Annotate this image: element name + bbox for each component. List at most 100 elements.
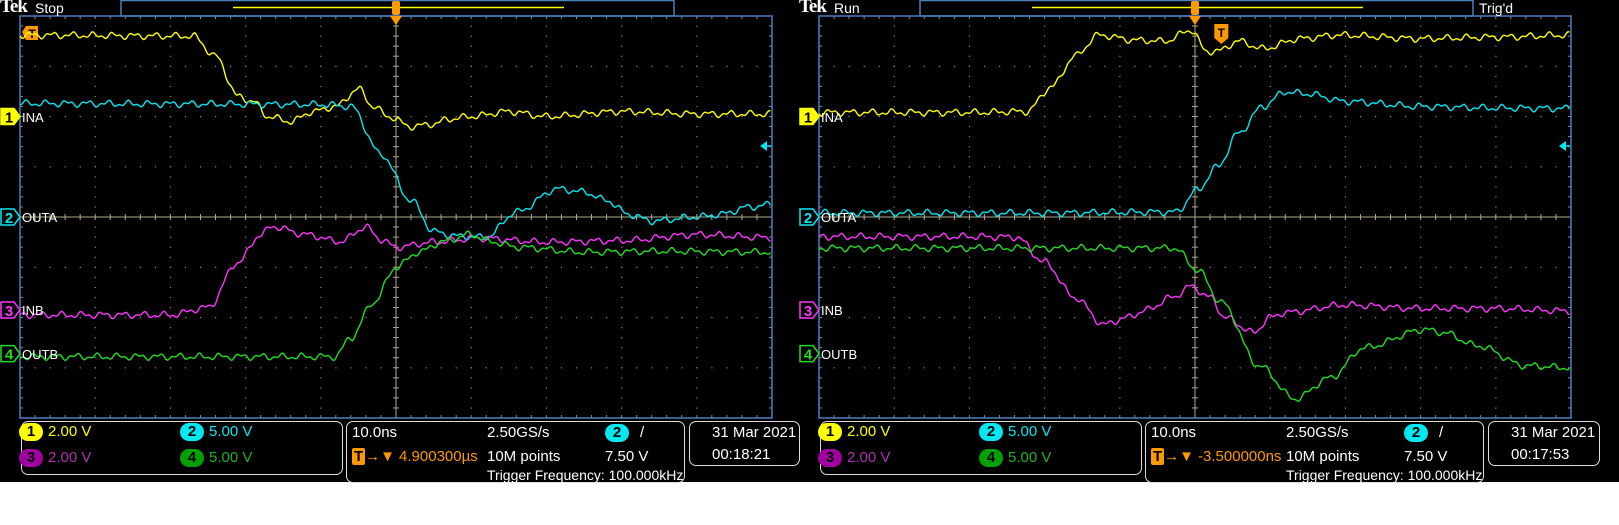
channel-2-ground-marker[interactable] — [799, 208, 820, 226]
grid-dot — [545, 397, 548, 399]
grid-dot — [64, 367, 66, 369]
grid-dot — [1269, 246, 1271, 248]
grid-dot — [953, 367, 956, 369]
grid-dot — [1104, 317, 1106, 319]
grid-dot — [320, 75, 322, 77]
grid-dot — [1119, 196, 1121, 198]
horizontal-trigger-panel[interactable] — [346, 421, 685, 483]
grid-dot — [320, 407, 322, 409]
channel-3-badge[interactable]: 3 — [818, 449, 842, 467]
grid-dot — [94, 35, 96, 37]
grid-dot — [560, 65, 563, 67]
grid-dot — [245, 176, 247, 178]
grid-dot — [893, 387, 895, 389]
grid-dot — [260, 367, 262, 369]
grid-dot — [455, 317, 457, 319]
grid-dot — [1029, 367, 1031, 369]
grid-dot — [245, 186, 247, 188]
grid-dot — [681, 367, 683, 369]
grid-dot — [1119, 397, 1121, 399]
grid-dot — [1044, 166, 1046, 168]
trigger-status: Trig'd — [1479, 0, 1514, 16]
grid-dot — [621, 367, 623, 369]
channel-2-ground-marker[interactable] — [0, 208, 21, 226]
grid-dot — [320, 317, 322, 319]
grid-dot — [1119, 105, 1121, 108]
expansion-point-icon[interactable] — [390, 16, 402, 25]
grid-dot — [1495, 176, 1497, 178]
channel-3-ground-marker[interactable] — [0, 301, 21, 319]
grid-dot — [94, 266, 96, 268]
trigger-position-icon[interactable] — [392, 1, 400, 15]
grid-dot — [711, 65, 713, 67]
vertical-settings-panel[interactable] — [820, 421, 1142, 475]
trigger-point-icon[interactable] — [1214, 24, 1229, 44]
channel-2-badge[interactable]: 2 — [180, 423, 204, 441]
grid-dot — [998, 116, 1001, 118]
trigger-level-icon[interactable] — [760, 141, 767, 151]
channel-3-badge[interactable]: 3 — [19, 449, 43, 467]
grid-dot — [666, 266, 668, 268]
grid-dot — [1209, 116, 1211, 118]
expansion-point-icon[interactable] — [1189, 16, 1201, 25]
grid-dot — [1329, 166, 1332, 168]
grid-dot — [1390, 65, 1392, 67]
channel-2-badge[interactable]: 2 — [979, 423, 1003, 441]
channel-1-badge[interactable]: 1 — [19, 423, 43, 441]
channel-label-outa: OUTA — [22, 210, 58, 225]
grid-dot — [34, 65, 36, 67]
channel-3-ground-marker[interactable] — [799, 301, 820, 319]
grid-dot — [1149, 266, 1151, 268]
channel-1-badge[interactable]: 1 — [818, 423, 842, 441]
channel-4-ground-marker[interactable] — [799, 344, 820, 363]
sample-rate: 2.50GS/s — [1286, 424, 1349, 441]
grid-dot — [726, 266, 728, 268]
vertical-settings-panel[interactable] — [21, 421, 343, 475]
channel-4-ground-marker[interactable] — [0, 344, 21, 363]
grid-dot — [320, 246, 322, 248]
grid-dot — [154, 367, 157, 369]
trigger-level-icon[interactable] — [1559, 141, 1566, 151]
grid-dot — [245, 327, 247, 329]
grid-dot — [726, 166, 728, 168]
grid-dot — [545, 266, 548, 268]
channel-1-ground-marker[interactable] — [799, 107, 820, 126]
horizontal-trigger-panel[interactable] — [1145, 421, 1484, 483]
channel-4-badge[interactable]: 4 — [180, 449, 204, 467]
grid-dot — [621, 35, 623, 37]
grid-dot — [893, 246, 895, 248]
grid-dot — [245, 256, 247, 258]
trigger-position-icon[interactable] — [1191, 1, 1199, 15]
trace-outa — [19, 98, 772, 241]
grid-dot — [230, 166, 232, 168]
grid-dot — [1465, 166, 1467, 168]
grid-dot — [1314, 65, 1317, 67]
grid-dot — [169, 377, 172, 379]
grid-dot — [79, 367, 81, 369]
grid-dot — [1044, 55, 1046, 57]
grid-dot — [1450, 166, 1452, 168]
grid-dot — [245, 397, 247, 399]
grid-dot — [1044, 367, 1046, 369]
grid-dot — [621, 236, 623, 238]
grid-dot — [169, 85, 172, 88]
grid-dot — [470, 35, 472, 37]
grid-dot — [1495, 377, 1497, 379]
channel-4-badge[interactable]: 4 — [979, 449, 1003, 467]
grid-dot — [545, 246, 548, 248]
trigger-source-badge[interactable]: 2 — [605, 424, 629, 442]
grid-dot — [245, 146, 247, 148]
grid-dot — [485, 116, 487, 118]
grid-dot — [290, 317, 292, 319]
trigger-source-badge[interactable]: 2 — [1404, 424, 1428, 442]
trigger-position-icon: T →▼ — [352, 448, 396, 465]
channel-1-ground-marker[interactable] — [0, 107, 21, 126]
grid-dot — [1420, 105, 1422, 108]
grid-dot — [893, 317, 895, 319]
grid-dot — [636, 367, 638, 369]
grid-dot — [380, 266, 382, 268]
brand-logo: Tek — [0, 0, 28, 17]
grid-dot — [455, 367, 457, 369]
grid-dot — [711, 116, 713, 118]
